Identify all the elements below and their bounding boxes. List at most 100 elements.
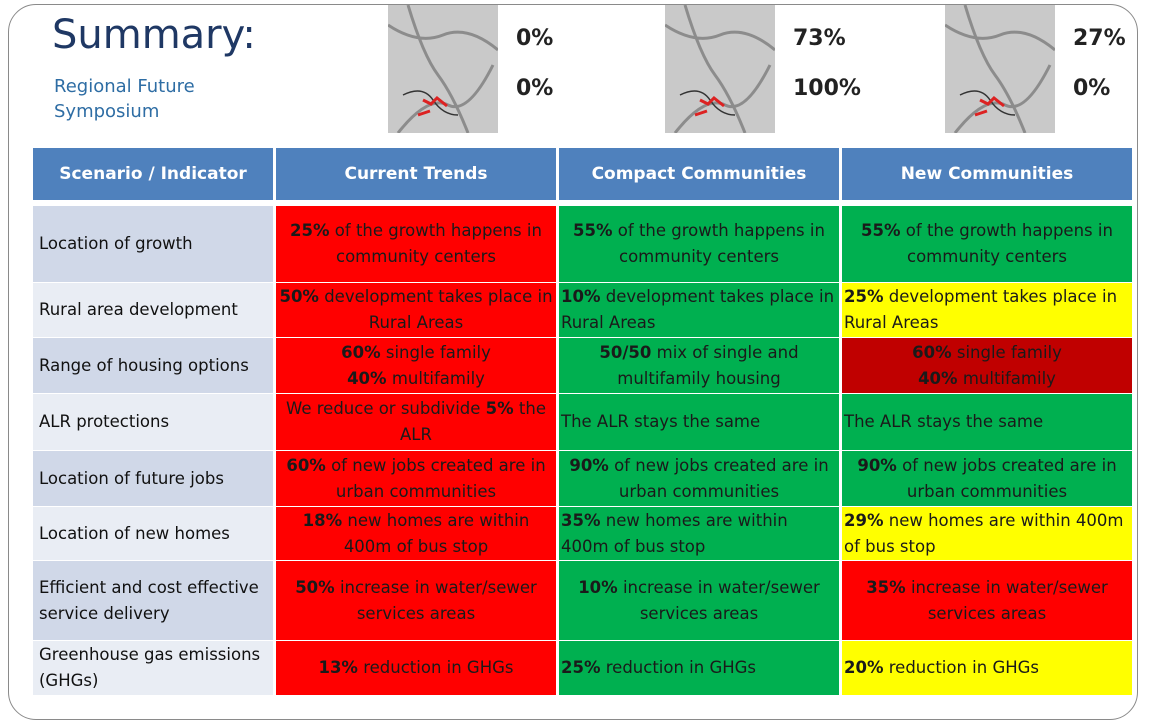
table-row: Location of future jobs60% of new jobs c… [33,451,1132,507]
percent-bottom: 0% [1073,76,1110,101]
cell-text: single family [381,343,491,362]
cell-text: multifamily [387,369,485,388]
percent-top: 0% [516,26,553,51]
scenario-cell: 50% increase in water/sewer services are… [276,561,556,641]
percent-top: 73% [793,26,846,51]
subtitle: Regional Future Symposium [54,74,274,124]
cell-text: of the growth happens in community cente… [613,221,825,266]
row-label: ALR protections [33,394,273,451]
row-label: Location of future jobs [33,451,273,507]
scenario-cell: 55% of the growth happens in community c… [559,206,839,283]
scenario-cell: 90% of new jobs created are in urban com… [842,451,1132,507]
row-label: Efficient and cost effective service del… [33,561,273,641]
cell-figure: 60% [912,343,952,362]
cell-text: of the growth happens in community cente… [901,221,1113,266]
cell-figure: 35% [866,578,906,597]
cell-figure: 13% [318,658,358,677]
scenario-cell: 18% new homes are within 400m of bus sto… [276,507,556,561]
scenario-cell: 60% single family 40% multifamily [276,338,556,394]
scenario-cell: 20% reduction in GHGs [842,641,1132,696]
cell-text: development takes place in Rural Areas [319,287,553,332]
table-row: Efficient and cost effective service del… [33,561,1132,641]
cell-text: reduction in GHGs [884,658,1040,677]
cell-figure: 29% [844,511,884,530]
cell-figure: 90% [569,456,609,475]
cell-text: development takes place in Rural Areas [844,287,1117,332]
scenario-cell: 13% reduction in GHGs [276,641,556,696]
cell-text: The ALR stays the same [561,412,760,431]
cell-figure: 25% [844,287,884,306]
table-row: Greenhouse gas emissions (GHGs)13% reduc… [33,641,1132,696]
row-label: Location of growth [33,206,273,283]
cell-text: of new jobs created are in urban communi… [897,456,1117,501]
scenario-cell: We reduce or subdivide 5% the ALR [276,394,556,451]
scenario-cell: The ALR stays the same [559,394,839,451]
scenario-cell: 10% increase in water/sewer services are… [559,561,839,641]
cell-figure: 40% [918,369,958,388]
cell-figure: 20% [844,658,884,677]
cell-figure: 55% [573,221,613,240]
cell-text: of the growth happens in community cente… [330,221,542,266]
map-thumbnail [388,5,498,133]
scenario-cell: 25% of the growth happens in community c… [276,206,556,283]
row-label: Range of housing options [33,338,273,394]
cell-figure: 18% [303,511,343,530]
scenario-cell: 90% of new jobs created are in urban com… [559,451,839,507]
cell-text: development takes place in Rural Areas [561,287,834,332]
scenario-cell: 29% new homes are within 400m of bus sto… [842,507,1132,561]
percent-bottom: 0% [516,76,553,101]
cell-figure: 50% [295,578,335,597]
cell-figure: 60% [341,343,381,362]
scenario-cell: 25% reduction in GHGs [559,641,839,696]
scenario-cell: 55% of the growth happens in community c… [842,206,1132,283]
cell-text: increase in water/sewer services areas [335,578,537,623]
cell-text: new homes are within 400m of bus stop [844,511,1124,556]
row-label: Rural area development [33,283,273,338]
scenario-cell: 50% development takes place in Rural Are… [276,283,556,338]
cell-text: We reduce or subdivide [286,399,486,418]
cell-text: increase in water/sewer services areas [906,578,1108,623]
scenario-cell: The ALR stays the same [842,394,1132,451]
cell-text: new homes are within 400m of bus stop [342,511,529,556]
map-image [665,5,775,133]
cell-figure: 35% [561,511,601,530]
title: Summary: [52,12,256,58]
map-image [388,5,498,133]
map-thumbnail [665,5,775,133]
cell-text: of new jobs created are in urban communi… [326,456,546,501]
row-label: Location of new homes [33,507,273,561]
scenario-cell: 35% new homes are within 400m of bus sto… [559,507,839,561]
column-header: New Communities [842,148,1132,206]
cell-figure: 10% [578,578,618,597]
cell-text: of new jobs created are in urban communi… [609,456,829,501]
cell-text: increase in water/sewer services areas [618,578,820,623]
cell-figure: 25% [561,658,601,677]
cell-text: reduction in GHGs [601,658,757,677]
cell-figure: 55% [861,221,901,240]
scenario-cell: 25% development takes place in Rural Are… [842,283,1132,338]
cell-text: reduction in GHGs [358,658,514,677]
page: {"header": {"title": "Summary:", "subtit… [0,0,1149,727]
column-header: Scenario / Indicator [33,148,273,206]
column-header: Current Trends [276,148,556,206]
cell-text: single family [952,343,1062,362]
percent-top: 27% [1073,26,1126,51]
cell-figure: 40% [347,369,387,388]
scenario-cell: 60% single family 40% multifamily [842,338,1132,394]
cell-text: The ALR stays the same [844,412,1043,431]
cell-figure: 5% [486,399,514,418]
scenario-cell: 60% of new jobs created are in urban com… [276,451,556,507]
row-label: Greenhouse gas emissions (GHGs) [33,641,273,696]
cell-figure: 50/50 [599,343,651,362]
cell-text: multifamily [958,369,1056,388]
map-image [945,5,1055,133]
scenario-cell: 35% increase in water/sewer services are… [842,561,1132,641]
cell-figure: 10% [561,287,601,306]
